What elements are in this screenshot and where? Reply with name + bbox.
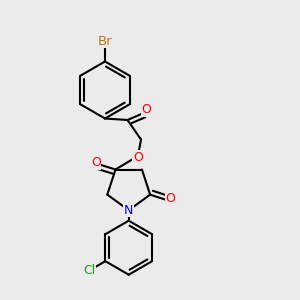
Text: O: O <box>165 192 175 205</box>
Text: Cl: Cl <box>83 265 96 278</box>
Text: O: O <box>91 156 100 169</box>
Text: Br: Br <box>98 34 112 48</box>
Text: O: O <box>142 103 151 116</box>
Text: N: N <box>124 204 134 217</box>
Text: O: O <box>133 151 143 164</box>
